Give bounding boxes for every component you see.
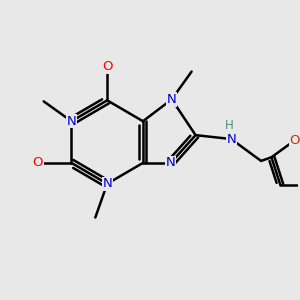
Text: H: H: [225, 119, 234, 132]
Text: N: N: [226, 133, 236, 146]
Text: O: O: [102, 60, 112, 73]
Text: O: O: [290, 134, 300, 147]
Text: N: N: [166, 156, 175, 170]
Text: N: N: [102, 177, 112, 190]
Text: N: N: [67, 115, 76, 128]
Text: O: O: [32, 156, 43, 170]
Text: N: N: [167, 93, 177, 106]
